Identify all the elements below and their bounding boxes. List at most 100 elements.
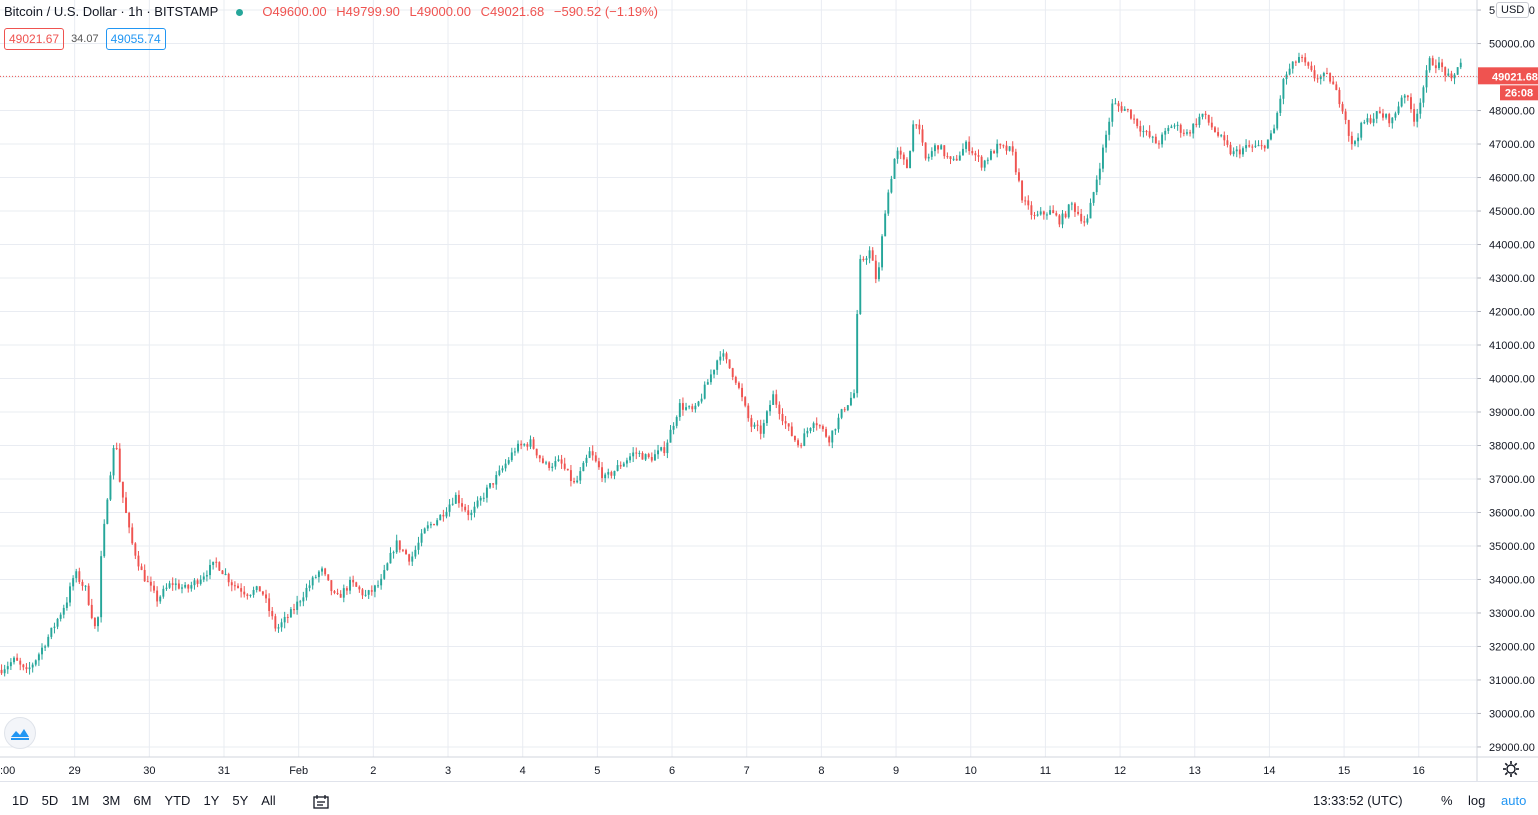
candle-up [1385,113,1388,120]
utc-clock[interactable]: 13:33:52 (UTC) [1313,793,1403,808]
buy-price-button[interactable]: 49055.74 [105,28,166,50]
candle-up [280,618,283,632]
candle-up [50,627,53,640]
candle-up [380,574,383,590]
candle-down [1329,72,1332,84]
candle-body [560,459,563,464]
range-all-button[interactable]: All [261,793,276,808]
range-3m-button[interactable]: 3M [102,793,121,808]
candle-down [1410,93,1412,113]
candle-body [912,124,915,152]
currency-button[interactable]: USD [1496,2,1530,18]
candle-up [1173,123,1176,129]
candle-up [184,582,187,589]
candle-body [1105,134,1108,148]
candle-up [1114,98,1117,105]
candle-up [523,443,526,447]
candle-up [1372,113,1375,127]
candle-up [103,519,106,558]
candle-body [1332,81,1335,85]
candle-body [1173,125,1176,127]
candle-up [97,616,99,632]
candle-body [585,457,588,463]
candle-body [526,444,529,447]
candle-up [940,144,943,150]
x-tick-label: 29 [69,765,81,777]
candle-down [800,442,803,449]
candle-body [1313,70,1316,79]
candle-up [806,427,809,438]
log-scale-toggle[interactable]: log [1468,793,1486,808]
candle-body [75,571,78,579]
candle-up [106,498,109,525]
candle-body [650,457,653,461]
candle-down [293,603,295,615]
candle-down [871,247,874,261]
candle-down [1195,118,1198,128]
candle-down [974,150,977,161]
candle-down [1431,55,1434,66]
candle-down [146,575,149,583]
candle-up [1089,198,1092,219]
candle-down [1304,53,1307,66]
candle-body [1232,151,1235,155]
candle-body [815,423,818,426]
time-axis: :00 29 30 31 Feb 2 3 4 5 6 7 8 9 10 11 12 13 14 15 16 [0,756,1538,777]
candle-down [937,145,940,154]
candle-body [31,664,34,668]
candle-body [706,382,709,385]
range-6m-button[interactable]: 6M [133,793,152,808]
candle-up [1176,121,1179,131]
candle-body [1235,149,1238,152]
candle-body [610,472,613,476]
candle-body [1011,146,1014,152]
candle-up [831,430,834,449]
candle-down [569,464,572,487]
candle-down [1207,114,1210,126]
candle-body [1413,109,1416,122]
range-1m-button[interactable]: 1M [71,793,90,808]
candle-body [837,417,840,430]
candle-up [423,527,426,534]
candle-up [893,158,896,179]
candle-body [675,417,678,426]
candle-body [853,393,856,398]
candle-body [361,589,364,596]
settings-gear-icon[interactable] [1502,760,1520,783]
sell-price-button[interactable]: 49021.67 [4,28,65,50]
candle-down [1120,101,1123,113]
compare-icon[interactable] [312,794,330,813]
candle-body [41,647,43,655]
candle-down [131,523,134,545]
range-5y-button[interactable]: 5Y [232,793,249,808]
candle-down [591,445,594,461]
candle-body [199,579,202,584]
range-5d-button[interactable]: 5D [41,793,59,808]
candle-down [1382,108,1384,121]
candle-body [352,579,355,583]
range-1d-button[interactable]: 1D [12,793,29,808]
candle-body [1410,97,1412,110]
candle-down [619,461,622,469]
range-1y-button[interactable]: 1Y [203,793,220,808]
tradingview-logo-icon[interactable] [4,717,36,749]
candle-up [37,652,40,666]
candle-up [666,439,669,459]
candle-up [373,584,376,598]
candle-body [218,562,221,571]
candle-down [541,455,544,464]
candle-body [874,260,877,280]
candle-body [233,585,236,587]
candle-body [666,442,669,454]
candle-up [753,422,756,429]
candle-down [227,572,230,587]
percent-scale-toggle[interactable]: % [1441,793,1453,808]
candle-down [797,438,800,448]
candle-body [1245,145,1248,149]
range-ytd-button[interactable]: YTD [164,793,191,808]
candle-body [426,525,429,529]
symbol-title[interactable]: Bitcoin / U.S. Dollar · 1h · BITSTAMP [4,4,219,19]
auto-scale-toggle[interactable]: auto [1501,793,1527,808]
candle-down [744,396,747,408]
